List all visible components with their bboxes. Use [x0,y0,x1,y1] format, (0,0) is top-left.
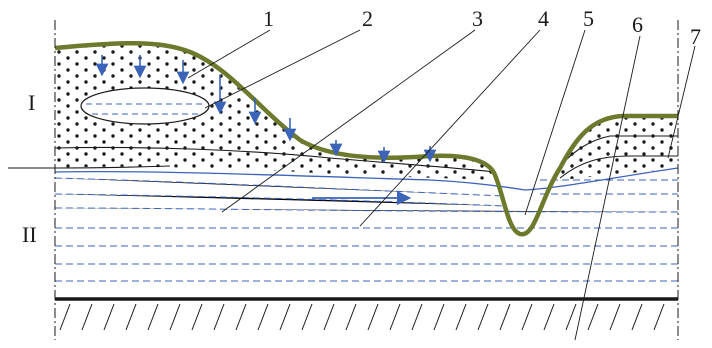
callout-5: 5 [583,6,594,31]
callout-2: 2 [362,6,373,31]
callout-6: 6 [632,12,643,37]
callout-1: 1 [263,6,274,31]
callout-7: 7 [690,24,701,49]
zone-i-dotted-fill [55,43,495,181]
base-hatching [59,303,665,331]
zone-label-ii: II [22,222,37,247]
aquifer-dashed-lines [55,177,678,282]
zone-right-dotted-fill [560,116,678,180]
perched-lens [80,87,210,125]
callout-4: 4 [538,6,549,31]
zone-label-i: I [28,90,35,115]
ground-surface [54,41,678,237]
callout-3: 3 [472,6,483,31]
water-table-line [54,167,679,191]
infiltration-arrows [95,55,437,164]
leader-lines [187,29,696,341]
